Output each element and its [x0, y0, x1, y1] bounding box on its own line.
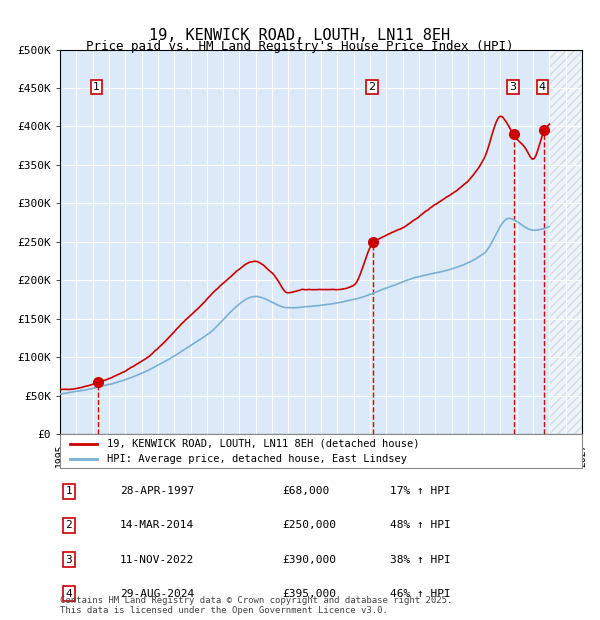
Text: 2: 2 [65, 520, 73, 531]
Text: 4: 4 [539, 82, 546, 92]
Text: 11-NOV-2022: 11-NOV-2022 [120, 554, 194, 565]
Text: HPI: Average price, detached house, East Lindsey: HPI: Average price, detached house, East… [107, 454, 407, 464]
Text: £68,000: £68,000 [282, 486, 329, 497]
Text: 46% ↑ HPI: 46% ↑ HPI [390, 588, 451, 599]
Text: 1: 1 [93, 82, 100, 92]
Text: 19, KENWICK ROAD, LOUTH, LN11 8EH: 19, KENWICK ROAD, LOUTH, LN11 8EH [149, 28, 451, 43]
Text: 19, KENWICK ROAD, LOUTH, LN11 8EH (detached house): 19, KENWICK ROAD, LOUTH, LN11 8EH (detac… [107, 438, 419, 448]
Text: 3: 3 [509, 82, 517, 92]
Text: 3: 3 [65, 554, 73, 565]
Text: 28-APR-1997: 28-APR-1997 [120, 486, 194, 497]
Text: 4: 4 [65, 588, 73, 599]
Text: 17% ↑ HPI: 17% ↑ HPI [390, 486, 451, 497]
Text: 2: 2 [368, 82, 376, 92]
Text: 48% ↑ HPI: 48% ↑ HPI [390, 520, 451, 531]
Text: £390,000: £390,000 [282, 554, 336, 565]
Text: 14-MAR-2014: 14-MAR-2014 [120, 520, 194, 531]
Text: Contains HM Land Registry data © Crown copyright and database right 2025.
This d: Contains HM Land Registry data © Crown c… [60, 596, 452, 615]
Text: 29-AUG-2024: 29-AUG-2024 [120, 588, 194, 599]
FancyBboxPatch shape [60, 434, 582, 468]
Text: £395,000: £395,000 [282, 588, 336, 599]
Text: 1: 1 [65, 486, 73, 497]
Text: Price paid vs. HM Land Registry's House Price Index (HPI): Price paid vs. HM Land Registry's House … [86, 40, 514, 53]
Bar [550, 50, 582, 434]
Text: £250,000: £250,000 [282, 520, 336, 531]
Text: 38% ↑ HPI: 38% ↑ HPI [390, 554, 451, 565]
